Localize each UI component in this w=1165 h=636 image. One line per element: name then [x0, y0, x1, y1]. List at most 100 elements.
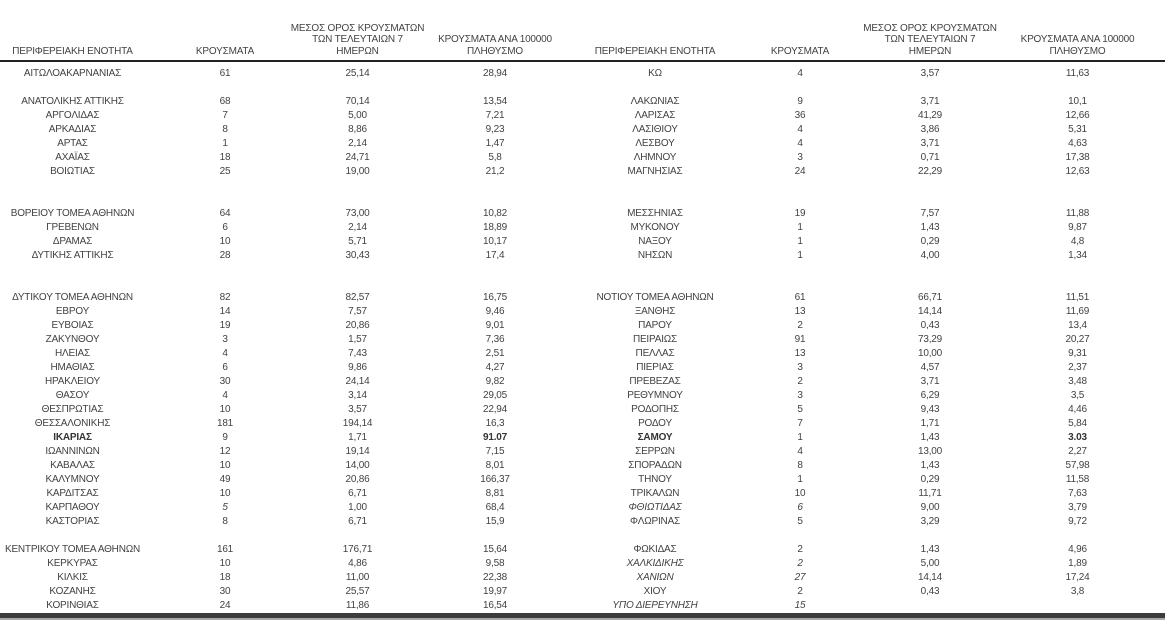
per100k-cell: 2,27 — [1068, 446, 1087, 457]
avg7-cell: 0,29 — [920, 474, 940, 485]
cases-cell: 6 — [797, 502, 803, 513]
avg7-cell: 7,57 — [920, 208, 940, 219]
avg7-cell: 24,71 — [345, 152, 370, 163]
cases-cell: 15 — [794, 600, 806, 611]
per100k-cell: 9,31 — [1068, 348, 1087, 359]
spacer-row — [0, 277, 1165, 291]
region-cell: ΤΗΝΟΥ — [638, 474, 672, 485]
cases-cell: 4 — [222, 348, 228, 359]
avg7-cell: 1,71 — [920, 418, 940, 429]
region-cell: ΠΑΡΟΥ — [638, 320, 672, 331]
header-cases-right: ΚΡΟΥΣΜΑΤΑ — [770, 45, 830, 57]
cases-cell: 6 — [222, 362, 228, 373]
header-rule — [0, 60, 1165, 62]
table-row: ΙΚΑΡΙΑΣ 9 1,71 91.07 ΣΑΜΟΥ 1 1,43 3.03 — [0, 431, 1165, 445]
spacer-row — [0, 263, 1165, 277]
cases-cell: 8 — [797, 460, 803, 471]
avg7-cell: 25,57 — [345, 586, 370, 597]
cases-cell: 2 — [797, 558, 803, 569]
table-row: ΔΥΤΙΚΟΥ ΤΟΜΕΑ ΑΘΗΝΩΝ 82 82,57 16,75 ΝΟΤΙΟΥ Τ… — [0, 291, 1165, 305]
region-cell: ΑΙΤΩΛΟΑΚΑΡΝΑΝΙΑΣ — [23, 68, 122, 79]
cases-cell: 19 — [794, 208, 806, 219]
cases-cell: 5 — [797, 516, 803, 527]
region-cell: ΙΚΑΡΙΑΣ — [53, 432, 92, 443]
region-cell: ΛΑΚΩΝΙΑΣ — [630, 96, 680, 107]
avg7-cell: 6,29 — [920, 390, 940, 401]
avg7-cell: 1,57 — [348, 334, 367, 345]
cases-cell: 6 — [222, 222, 228, 233]
per100k-cell: 28,94 — [482, 68, 508, 79]
per100k-cell: 7,15 — [485, 446, 505, 457]
cases-cell: 7 — [222, 110, 228, 121]
avg7-cell: 3,71 — [920, 376, 940, 387]
table-row: ΕΒΡΟΥ 14 7,57 9,46 ΞΑΝΘΗΣ 13 14,14 11,69 — [0, 305, 1165, 319]
cases-cell: 1 — [797, 236, 803, 247]
per100k-cell: 7,21 — [485, 110, 505, 121]
per100k-cell — [990, 599, 1165, 613]
region-cell: ΘΕΣΠΡΩΤΙΑΣ — [41, 404, 104, 415]
per100k-cell: 22,94 — [482, 404, 508, 415]
region-cell: ΑΡΤΑΣ — [57, 138, 88, 149]
avg7-cell: 11,00 — [345, 572, 370, 583]
table-row: ΙΩΑΝΝΙΝΩΝ 12 19,14 7,15 ΣΕΡΡΩΝ 4 13,00 2,27 — [0, 445, 1165, 459]
region-cell: ΚΟΡΙΝΘΙΑΣ — [46, 600, 99, 611]
region-cell: ΚΑΒΑΛΑΣ — [50, 460, 95, 471]
table-row: ΚΑΣΤΟΡΙΑΣ 8 6,71 15,9 ΦΛΩΡΙΝΑΣ 5 3,29 9,72 — [0, 515, 1165, 529]
cases-cell: 4 — [797, 124, 803, 135]
cases-cell: 10 — [219, 236, 231, 247]
avg7-cell: 1,43 — [920, 460, 940, 471]
avg7-cell: 14,00 — [345, 460, 370, 471]
table-row: ΘΑΣΟΥ 4 3,14 29,05 ΡΕΘΥΜΝΟΥ 3 6,29 3,5 — [0, 389, 1165, 403]
region-cell: ΚΑΡΔΙΤΣΑΣ — [46, 488, 99, 499]
avg7-cell: 82,57 — [345, 292, 370, 303]
avg7-cell: 0,29 — [920, 236, 940, 247]
region-cell: ΣΠΟΡΑΔΩΝ — [628, 460, 682, 471]
region-cell: ΦΩΚΙΔΑΣ — [633, 544, 677, 555]
region-cell: ΛΑΡΙΣΑΣ — [634, 110, 676, 121]
per100k-cell: 4,8 — [1070, 236, 1085, 247]
cases-cell: 25 — [219, 166, 231, 177]
spacer-row — [0, 81, 1165, 95]
cases-cell: 91 — [794, 334, 806, 345]
per100k-cell: 16,75 — [482, 292, 508, 303]
region-cell: ΛΕΣΒΟΥ — [635, 138, 675, 149]
region-cell: ΠΡΕΒΕΖΑΣ — [629, 376, 681, 387]
per100k-cell: 5,31 — [1068, 124, 1087, 135]
region-cell: ΣΑΜΟΥ — [637, 432, 673, 443]
table-row: ΑΡΤΑΣ 1 2,14 1,47 ΛΕΣΒΟΥ 4 3,71 4,63 — [0, 137, 1165, 151]
region-cell: ΚΕΡΚΥΡΑΣ — [47, 558, 98, 569]
table-row: ΖΑΚΥΝΘΟΥ 3 1,57 7,36 ΠΕΙΡΑΙΩΣ 91 73,29 20,27 — [0, 333, 1165, 347]
avg7-cell: 70,14 — [345, 96, 370, 107]
per100k-cell: 5,84 — [1068, 418, 1087, 429]
per100k-cell: 11,88 — [1065, 208, 1090, 219]
avg7-cell: 3,71 — [920, 138, 940, 149]
avg7-cell: 25,14 — [345, 68, 370, 79]
region-cell: ΒΟΙΩΤΙΑΣ — [50, 166, 95, 177]
avg7-cell: 5,00 — [348, 110, 367, 121]
region-cell: ΑΡΚΑΔΙΑΣ — [48, 124, 97, 135]
per100k-cell: 91.07 — [482, 432, 508, 443]
cases-cell: 181 — [216, 418, 234, 429]
per100k-cell: 3,48 — [1068, 376, 1087, 387]
cases-cell: 10 — [794, 488, 806, 499]
cases-cell: 7 — [797, 418, 803, 429]
region-cell: ΡΟΔΟΥ — [638, 418, 672, 429]
region-cell: ΓΡΕΒΕΝΩΝ — [46, 222, 99, 233]
avg7-cell: 10,00 — [917, 348, 943, 359]
cases-cell: 30 — [219, 376, 231, 387]
per100k-cell: 9,82 — [485, 376, 505, 387]
per100k-cell: 11,69 — [1065, 306, 1090, 317]
region-cell: ΡΕΘΥΜΝΟΥ — [627, 390, 683, 401]
avg7-cell: 11,86 — [345, 600, 370, 611]
avg7-cell: 13,00 — [917, 446, 943, 457]
table-row: ΚΑΡΠΑΘΟΥ 5 1,00 68,4 ΦΘΙΩΤΙΔΑΣ 6 9,00 3,79 — [0, 501, 1165, 515]
header-region-left: ΠΕΡΙΦΕΡΕΙΑΚΗ ΕΝΟΤΗΤΑ — [12, 45, 133, 57]
cases-cell: 64 — [219, 208, 231, 219]
region-cell: ΗΡΑΚΛΕΙΟΥ — [45, 376, 100, 387]
per100k-cell: 3,8 — [1070, 586, 1085, 597]
table-row: ΚΟΡΙΝΘΙΑΣ 24 11,86 16,54 ΥΠΟ ΔΙΕΡΕΥΝΗΣΗ 15 — [0, 599, 1165, 613]
region-cell: ΗΛΕΙΑΣ — [54, 348, 90, 359]
per100k-cell: 4,63 — [1068, 138, 1087, 149]
cases-cell: 2 — [797, 320, 803, 331]
region-cell: ΛΑΣΙΘΙΟΥ — [632, 124, 678, 135]
